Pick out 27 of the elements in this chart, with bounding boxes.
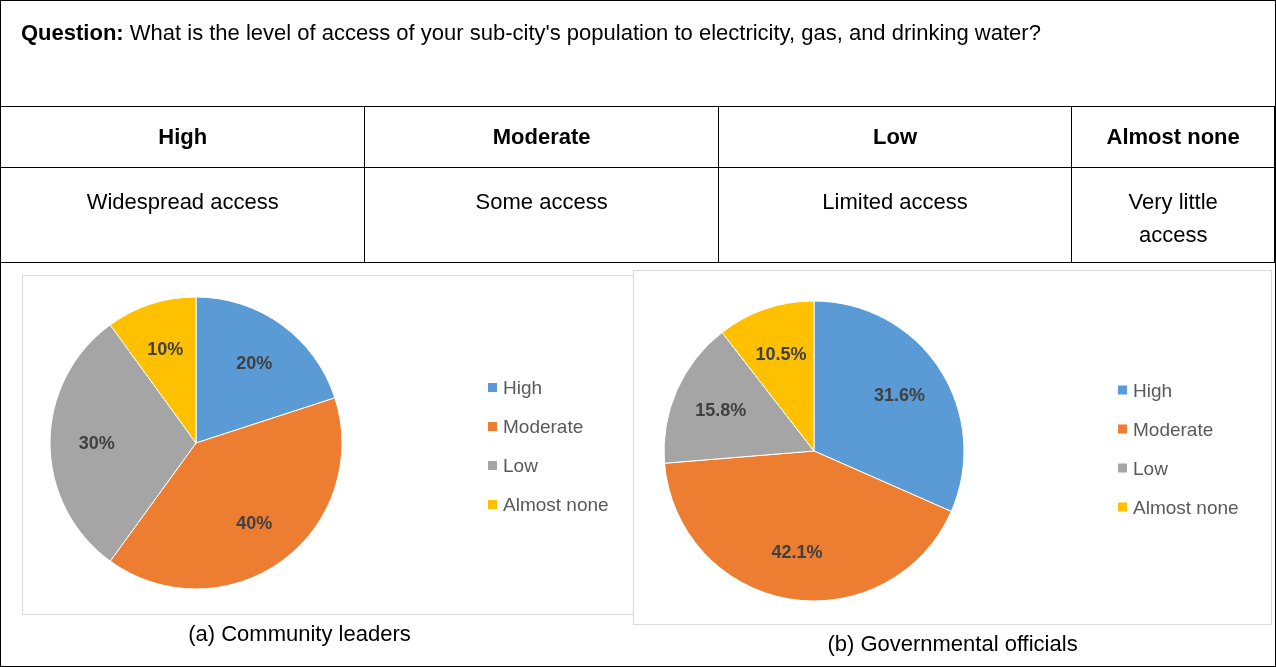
legend-label: Low (1133, 457, 1169, 479)
legend-label: Moderate (503, 416, 584, 437)
text: Widespread access (1, 168, 366, 262)
text: (b) Governmental officials (826, 631, 1079, 657)
legend-label: Moderate (1133, 418, 1214, 440)
data-label: 15.8% (695, 399, 747, 420)
text: Limited access (718, 168, 1073, 262)
legend-label: High (1133, 379, 1173, 401)
text: Some access (365, 168, 719, 262)
data-label: 31.6% (873, 385, 925, 406)
data-label: 42.1% (771, 541, 823, 562)
data-label: 10% (147, 338, 184, 359)
legend-label: Almost none (503, 494, 609, 515)
text: Question: What is the level of access of your sub-city's population to electricity, gas, and drinking water? (1, 1, 1275, 107)
category-label: Moderate (365, 107, 719, 167)
data-label: 10.5% (755, 344, 807, 365)
legend-label: High (503, 377, 543, 398)
legend-label: Low (503, 455, 539, 476)
category-label: Low (718, 107, 1073, 167)
data-label: 20% (236, 352, 273, 373)
data-label: 30% (78, 433, 115, 453)
data-label: 40% (236, 513, 273, 534)
category-label: Almost none (1072, 107, 1275, 167)
text: (a) Community leaders (187, 621, 412, 647)
legend-label: Almost none (1133, 496, 1239, 518)
category-label: High (1, 107, 366, 167)
text: Very little access (1072, 168, 1275, 262)
